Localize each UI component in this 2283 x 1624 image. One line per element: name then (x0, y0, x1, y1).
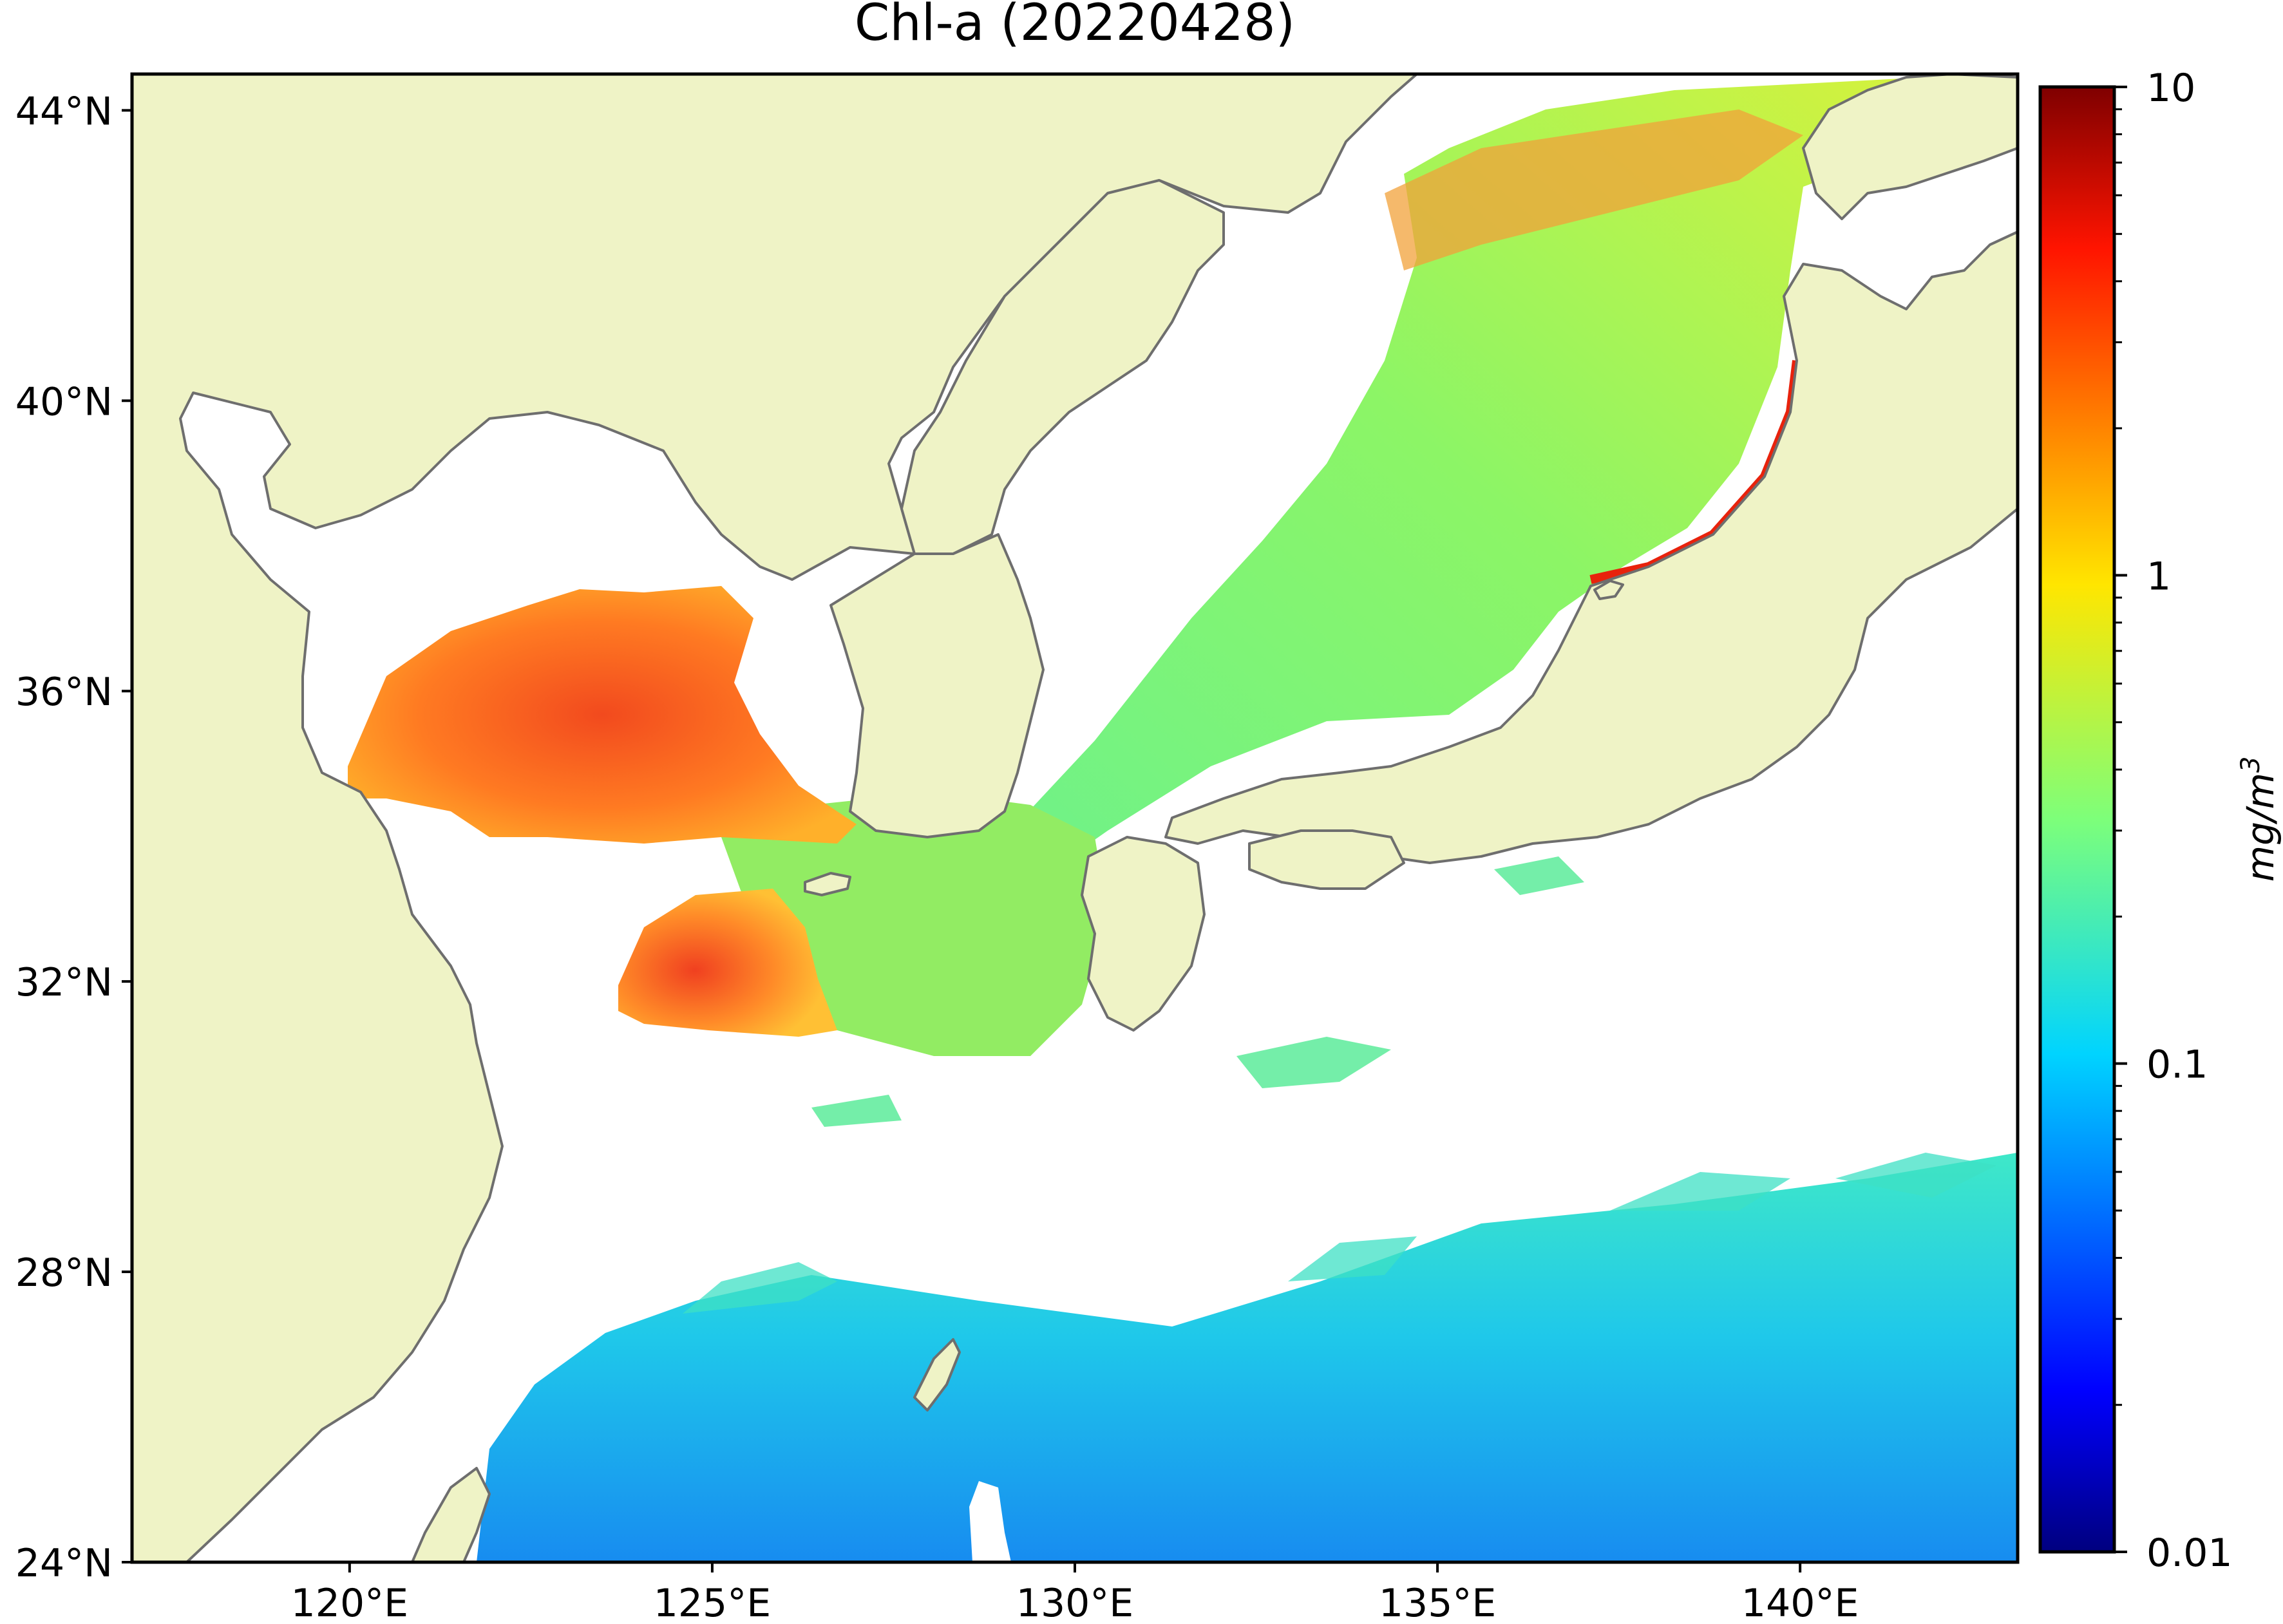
china-mainland (132, 74, 1418, 1562)
colorbar-unit-exponent: 3 (2236, 757, 2266, 773)
japan-kyushu (1081, 836, 1206, 1032)
colorbar-tick-label: 0.01 (2146, 1531, 2233, 1576)
pacific-scattered-patches (811, 856, 1584, 1127)
chart-title: Chl-a (20220428) (855, 0, 1295, 52)
colorbar-tick-label: 1 (2146, 554, 2171, 599)
lon-tick-label: 135°E (1379, 1581, 1496, 1624)
colorbar-unit-label: mg/m3 (2236, 757, 2282, 882)
latitude-axis: 44°N 40°N 36°N 32°N 28°N 24°N (15, 89, 132, 1586)
cloud-gap-south (969, 1481, 1011, 1562)
lon-tick-label: 130°E (1016, 1581, 1133, 1624)
colorbar: 10 1 0.1 0.01 mg/m3 (2038, 66, 2282, 1576)
lat-tick-label: 24°N (15, 1541, 113, 1586)
lat-tick-label: 44°N (15, 89, 113, 134)
okinawa-island (913, 1338, 961, 1412)
jeju-island (804, 872, 851, 896)
longitude-axis: 120°E 125°E 130°E 135°E 140°E (291, 1562, 1859, 1624)
japan-sea-chl-field (1005, 77, 1926, 876)
japan-honshu (1164, 231, 2018, 864)
colorbar-tick-label: 0.1 (2146, 1043, 2208, 1088)
lon-tick-label: 140°E (1741, 1581, 1859, 1624)
korean-peninsula-south (829, 533, 1045, 838)
japan-sea-north-orange (1385, 109, 1803, 270)
land-masses (132, 74, 2018, 1562)
lat-tick-label: 28°N (15, 1251, 113, 1296)
lon-tick-label: 125°E (654, 1581, 771, 1624)
colorbar-tick-label: 10 (2146, 66, 2195, 111)
korean-peninsula (900, 179, 1225, 555)
lon-tick-label: 120°E (291, 1581, 408, 1624)
yellow-sea-bloom (348, 586, 857, 844)
sado-island (1593, 580, 1624, 600)
japan-shikoku (1248, 829, 1405, 890)
lat-tick-label: 36°N (15, 670, 113, 715)
colorbar-unit-main: mg/m (2239, 773, 2282, 882)
east-china-sea-bloom (618, 889, 837, 1037)
southern-ocean-patchy-edge (683, 1153, 1996, 1314)
lat-tick-label: 32°N (15, 960, 113, 1005)
colorbar-ticks: 10 1 0.1 0.01 (2114, 66, 2233, 1576)
taiwan-island (411, 1467, 491, 1562)
colorbar-gradient (2038, 85, 2116, 1554)
southern-ocean-chl-field (477, 1153, 2018, 1562)
map-area (132, 74, 2018, 1562)
lat-tick-label: 40°N (15, 379, 113, 424)
